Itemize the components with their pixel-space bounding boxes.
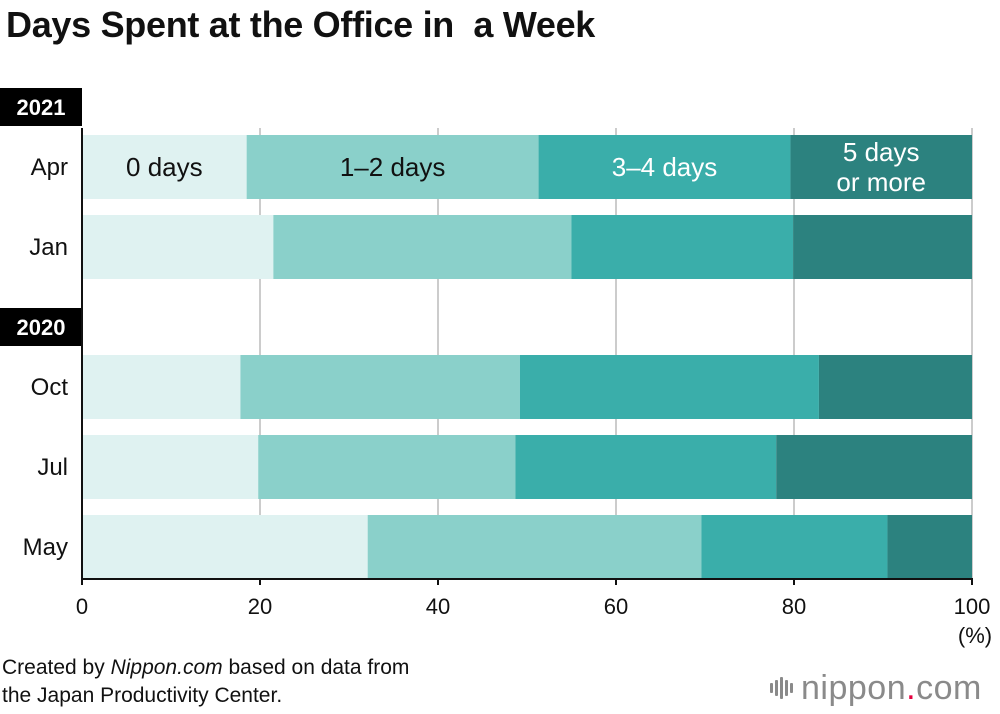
bar-segment-jan-3 xyxy=(793,215,972,279)
bar-segment-oct-1 xyxy=(240,355,520,419)
x-tick-label: 40 xyxy=(426,594,450,619)
source-suffix: based on data from xyxy=(222,656,410,679)
axis-layer: 0 20 40 60 80 100 (%) xyxy=(76,128,992,648)
category-label: Apr xyxy=(31,154,68,181)
year-tag-bg xyxy=(0,308,82,346)
bar-segment-may-2 xyxy=(701,515,888,579)
x-tick-label: 60 xyxy=(604,594,628,619)
bar-segment-jan-2 xyxy=(571,215,794,279)
year-layer: 2021 2020 xyxy=(0,88,82,346)
category-label: Jan xyxy=(29,234,68,261)
source-name: Nippon.com xyxy=(110,656,223,679)
logo-wordmark: nippon.com xyxy=(801,668,982,707)
year-label: 2021 xyxy=(17,95,66,120)
bar-segment-oct-2 xyxy=(519,355,819,419)
bar-segment-jul-3 xyxy=(776,435,972,499)
segment-label: 0 days xyxy=(126,152,203,182)
bar-segment-jul-2 xyxy=(515,435,777,499)
chart-title: Days Spent at the Office in a Week xyxy=(6,4,596,45)
bar-segment-oct-0 xyxy=(82,355,241,419)
bar-segment-apr-1 xyxy=(246,135,539,199)
x-tick-label: 80 xyxy=(782,594,806,619)
x-unit-label: (%) xyxy=(958,623,992,648)
logo-mark-icon xyxy=(770,677,793,699)
bar-segment-jan-0 xyxy=(82,215,274,279)
bar-segment-jul-0 xyxy=(82,435,259,499)
nippon-logo: nippon.com xyxy=(770,666,982,710)
label-layer: Apr Jan Oct Jul May 0 days 1–2 days 3–4 days 5 d… xyxy=(23,137,926,561)
year-label: 2020 xyxy=(17,315,66,340)
bar-segment-jul-1 xyxy=(258,435,516,499)
segment-label: 5 days xyxy=(843,137,920,167)
source-line-2: the Japan Productivity Center. xyxy=(2,684,283,707)
segment-label: or more xyxy=(836,167,926,197)
bar-segment-may-3 xyxy=(887,515,972,579)
bar-segment-apr-2 xyxy=(538,135,791,199)
bar-segment-may-0 xyxy=(82,515,368,579)
category-label: Oct xyxy=(31,374,69,401)
source-prefix: Created by xyxy=(2,656,111,679)
segment-label: 1–2 days xyxy=(340,152,446,182)
bar-segment-oct-3 xyxy=(818,355,972,419)
grid-layer xyxy=(259,128,973,579)
bar-segment-apr-0 xyxy=(82,135,247,199)
year-tag-bg xyxy=(0,88,82,126)
bar-segment-apr-3 xyxy=(790,135,972,199)
category-label: May xyxy=(23,534,68,561)
x-tick-label: 0 xyxy=(76,594,88,619)
segment-label: 3–4 days xyxy=(612,152,718,182)
x-tick-label: 20 xyxy=(248,594,272,619)
category-label: Jul xyxy=(37,454,68,481)
bar-layer xyxy=(82,135,972,579)
x-tick-label: 100 xyxy=(954,594,991,619)
source-note: Created by Nippon.com based on data from… xyxy=(2,654,409,710)
bar-segment-jan-1 xyxy=(273,215,572,279)
bar-segment-may-1 xyxy=(367,515,702,579)
